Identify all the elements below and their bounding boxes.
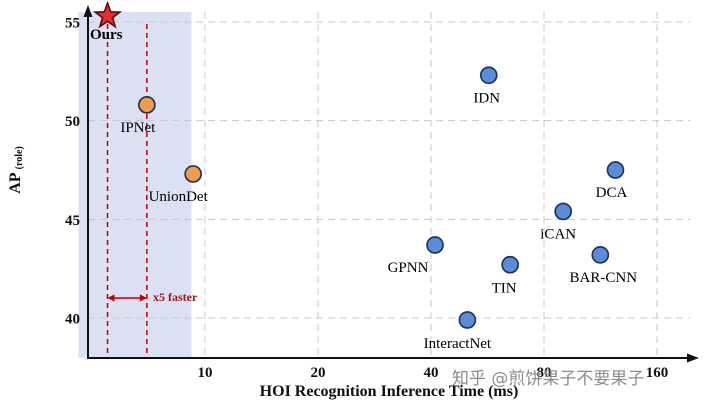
y-axis-title: AP (role) (7, 95, 31, 245)
y-tick-label: 45 (65, 213, 80, 229)
point-label-IDN: IDN (473, 90, 500, 106)
ours-annotation: Ours (90, 27, 123, 43)
y-tick-label: 40 (65, 312, 80, 328)
point-label-UnionDet: UnionDet (149, 189, 209, 205)
speedup-annotation: x5 faster (153, 290, 198, 304)
y-axis-arrowhead (83, 5, 93, 17)
x-tick-label: 40 (424, 365, 439, 381)
point-label-DCA: DCA (596, 185, 628, 201)
data-point-UnionDet (184, 165, 203, 183)
x-tick-label: 80 (537, 365, 552, 381)
data-point-TIN (501, 255, 519, 274)
speedup-arrowhead-right (139, 294, 147, 302)
data-point-GPNN (426, 236, 444, 254)
data-point-IDN (479, 66, 498, 85)
y-axis-title-main: AP (7, 173, 24, 194)
data-point-DCA (606, 161, 625, 179)
point-label-iCAN: iCAN (540, 226, 576, 242)
x-axis-title: HOI Recognition Inference Time (ms) (259, 383, 519, 400)
data-point-BAR-CNN (591, 246, 610, 264)
speedup-arrowhead-left (107, 294, 115, 302)
data-point-IPNet (138, 96, 156, 114)
y-tick-label: 50 (65, 114, 80, 130)
x-tick-label: 10 (198, 365, 213, 381)
y-tick-label: 55 (65, 16, 80, 32)
data-point-star-Ours (92, 0, 123, 29)
x-axis-arrowhead (687, 353, 699, 363)
y-axis-title-subscript: (role) (14, 146, 25, 170)
watermark: 知乎 @煎饼果子不要果子 (452, 369, 645, 389)
point-label-InteractNet: InteractNet (424, 336, 492, 352)
data-point-iCAN (554, 202, 573, 221)
point-label-BAR-CNN: BAR-CNN (570, 270, 638, 286)
point-label-GPNN: GPNN (388, 260, 429, 276)
x-tick-label: 160 (646, 365, 669, 381)
x-tick-label: 20 (311, 365, 326, 381)
point-label-TIN: TIN (492, 281, 517, 297)
point-label-IPNet: IPNet (120, 120, 156, 136)
data-point-InteractNet (458, 311, 477, 329)
fast-region-band (78, 12, 192, 358)
